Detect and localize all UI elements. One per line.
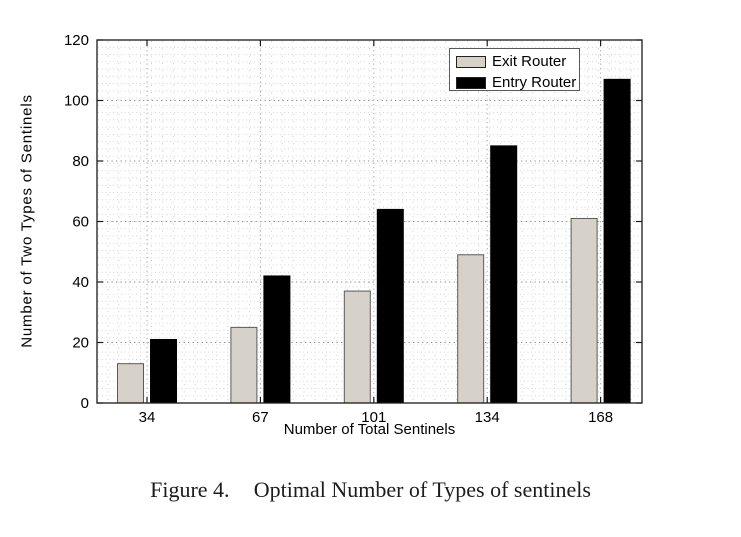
y-tick-label: 120 bbox=[64, 32, 89, 49]
legend: Exit Router Entry Router bbox=[449, 48, 580, 91]
bar-entry-router-34 bbox=[150, 338, 177, 404]
exit-router-swatch-icon bbox=[456, 55, 486, 68]
y-tick-label: 0 bbox=[81, 395, 89, 412]
bar-entry-router-67 bbox=[263, 275, 291, 404]
legend-label-exit-router: Exit Router bbox=[492, 53, 567, 70]
y-tick-label: 20 bbox=[72, 335, 89, 352]
bar-chart-canvas: 0 20 40 60 80 100 120 34 67 101 134 168 bbox=[64, 32, 643, 426]
figure-caption: Figure 4. Optimal Number of Types of sent… bbox=[0, 477, 741, 503]
x-tick-label: 34 bbox=[139, 409, 156, 426]
legend-label-entry-router: Entry Router bbox=[492, 74, 577, 91]
y-tick-label: 40 bbox=[72, 274, 89, 291]
entry-router-swatch-icon bbox=[456, 76, 486, 89]
y-tick-label: 80 bbox=[72, 153, 89, 170]
y-tick-label: 60 bbox=[72, 214, 89, 231]
y-tick-label: 100 bbox=[64, 93, 89, 110]
bar-exit-router-67 bbox=[230, 326, 258, 404]
bar-entry-router-168 bbox=[603, 78, 631, 404]
bar-exit-router-134 bbox=[457, 254, 485, 404]
figure-caption-title: Optimal Number of Types of sentinels bbox=[253, 477, 591, 502]
x-tick-label: 134 bbox=[475, 409, 500, 426]
bar-entry-router-101 bbox=[376, 208, 404, 404]
y-axis-label: Number of Two Types of Sentinels bbox=[18, 94, 36, 348]
bar-exit-router-168 bbox=[570, 217, 598, 404]
x-axis-label: Number of Total Sentinels bbox=[283, 421, 456, 438]
bar-entry-router-134 bbox=[490, 145, 518, 404]
legend-entry-exit-router: Exit Router bbox=[450, 52, 579, 71]
legend-entry-entry-router: Entry Router bbox=[450, 73, 579, 92]
x-tick-label: 67 bbox=[252, 409, 269, 426]
bar-exit-router-101 bbox=[343, 290, 371, 404]
figure-caption-label: Figure 4. bbox=[150, 477, 230, 502]
x-tick-label: 168 bbox=[588, 409, 613, 426]
bar-exit-router-34 bbox=[117, 363, 144, 404]
x-tick-label: 101 bbox=[361, 409, 386, 426]
